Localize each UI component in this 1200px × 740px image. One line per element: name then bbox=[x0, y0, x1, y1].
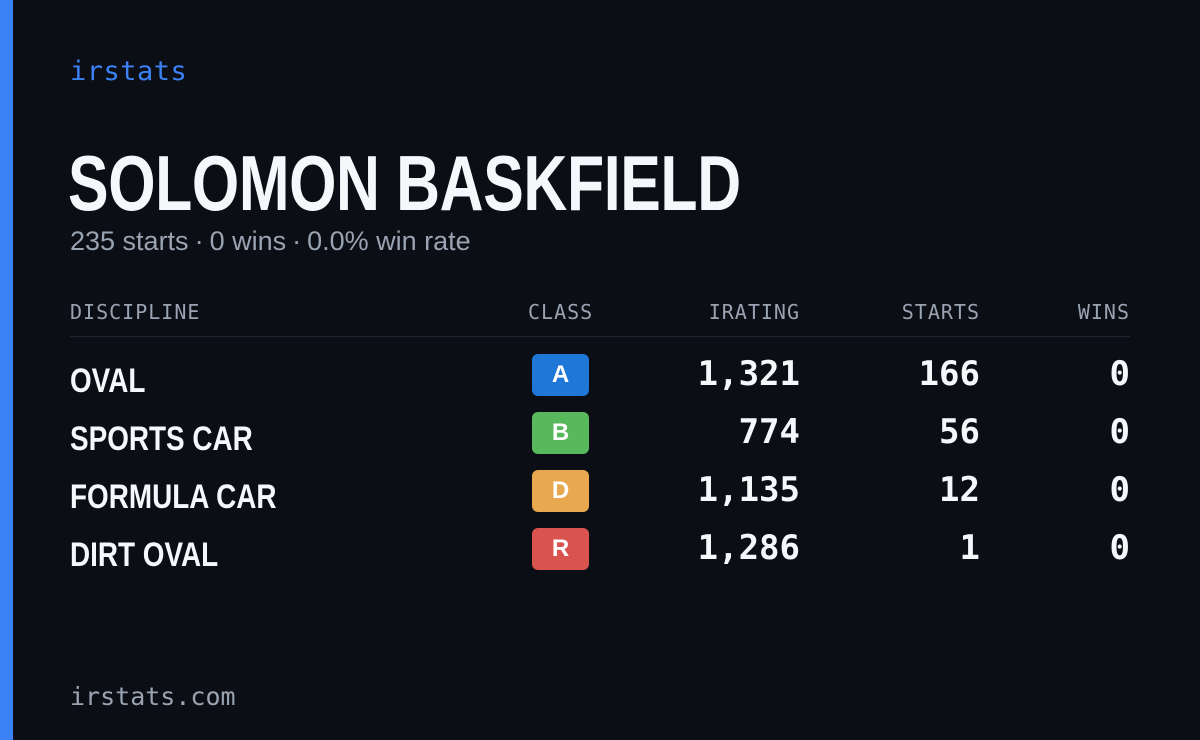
header-divider bbox=[70, 336, 1130, 337]
discipline-label: OVAL bbox=[70, 362, 146, 400]
brand-logo-text[interactable]: irstats bbox=[70, 56, 188, 87]
wins-value: 0 bbox=[1109, 470, 1130, 510]
starts-value: 166 bbox=[918, 354, 980, 394]
table-row: FORMULA CAR D 1,135 12 0 bbox=[70, 468, 1130, 526]
separator: · bbox=[194, 226, 204, 256]
table-row: OVAL A 1,321 166 0 bbox=[70, 352, 1130, 410]
starts-value: 1 bbox=[959, 528, 980, 568]
discipline-label: FORMULA CAR bbox=[70, 478, 277, 516]
license-class-badge: R bbox=[532, 528, 589, 570]
irating-value: 1,286 bbox=[697, 528, 800, 568]
starts-summary: 235 starts bbox=[70, 226, 189, 256]
discipline-label: SPORTS CAR bbox=[70, 420, 253, 458]
discipline-table: OVAL A 1,321 166 0 SPORTS CAR B 774 56 0… bbox=[70, 352, 1130, 584]
header-discipline: DISCIPLINE bbox=[70, 300, 201, 324]
driver-summary: 235 starts · 0 wins · 0.0% win rate bbox=[70, 226, 471, 257]
header-irating: IRATING bbox=[708, 300, 800, 324]
driver-name: SOLOMON BASKFIELD bbox=[68, 139, 741, 227]
footer-url[interactable]: irstats.com bbox=[70, 682, 236, 711]
header-class: CLASS bbox=[528, 300, 594, 324]
starts-value: 12 bbox=[939, 470, 980, 510]
irating-value: 774 bbox=[738, 412, 800, 452]
wins-summary: 0 wins bbox=[209, 226, 287, 256]
irating-value: 1,321 bbox=[697, 354, 800, 394]
wins-value: 0 bbox=[1109, 528, 1130, 568]
win-rate-summary: 0.0% win rate bbox=[307, 226, 471, 256]
header-wins: WINS bbox=[1077, 300, 1130, 324]
table-header: DISCIPLINE CLASS IRATING STARTS WINS bbox=[70, 300, 1130, 328]
irating-value: 1,135 bbox=[697, 470, 800, 510]
accent-bar bbox=[0, 0, 13, 740]
separator: · bbox=[292, 226, 302, 256]
starts-value: 56 bbox=[939, 412, 980, 452]
discipline-label: DIRT OVAL bbox=[70, 536, 219, 574]
table-row: SPORTS CAR B 774 56 0 bbox=[70, 410, 1130, 468]
wins-value: 0 bbox=[1109, 354, 1130, 394]
license-class-badge: B bbox=[532, 412, 589, 454]
license-class-badge: A bbox=[532, 354, 589, 396]
header-starts: STARTS bbox=[901, 300, 980, 324]
wins-value: 0 bbox=[1109, 412, 1130, 452]
table-row: DIRT OVAL R 1,286 1 0 bbox=[70, 526, 1130, 584]
license-class-badge: D bbox=[532, 470, 589, 512]
